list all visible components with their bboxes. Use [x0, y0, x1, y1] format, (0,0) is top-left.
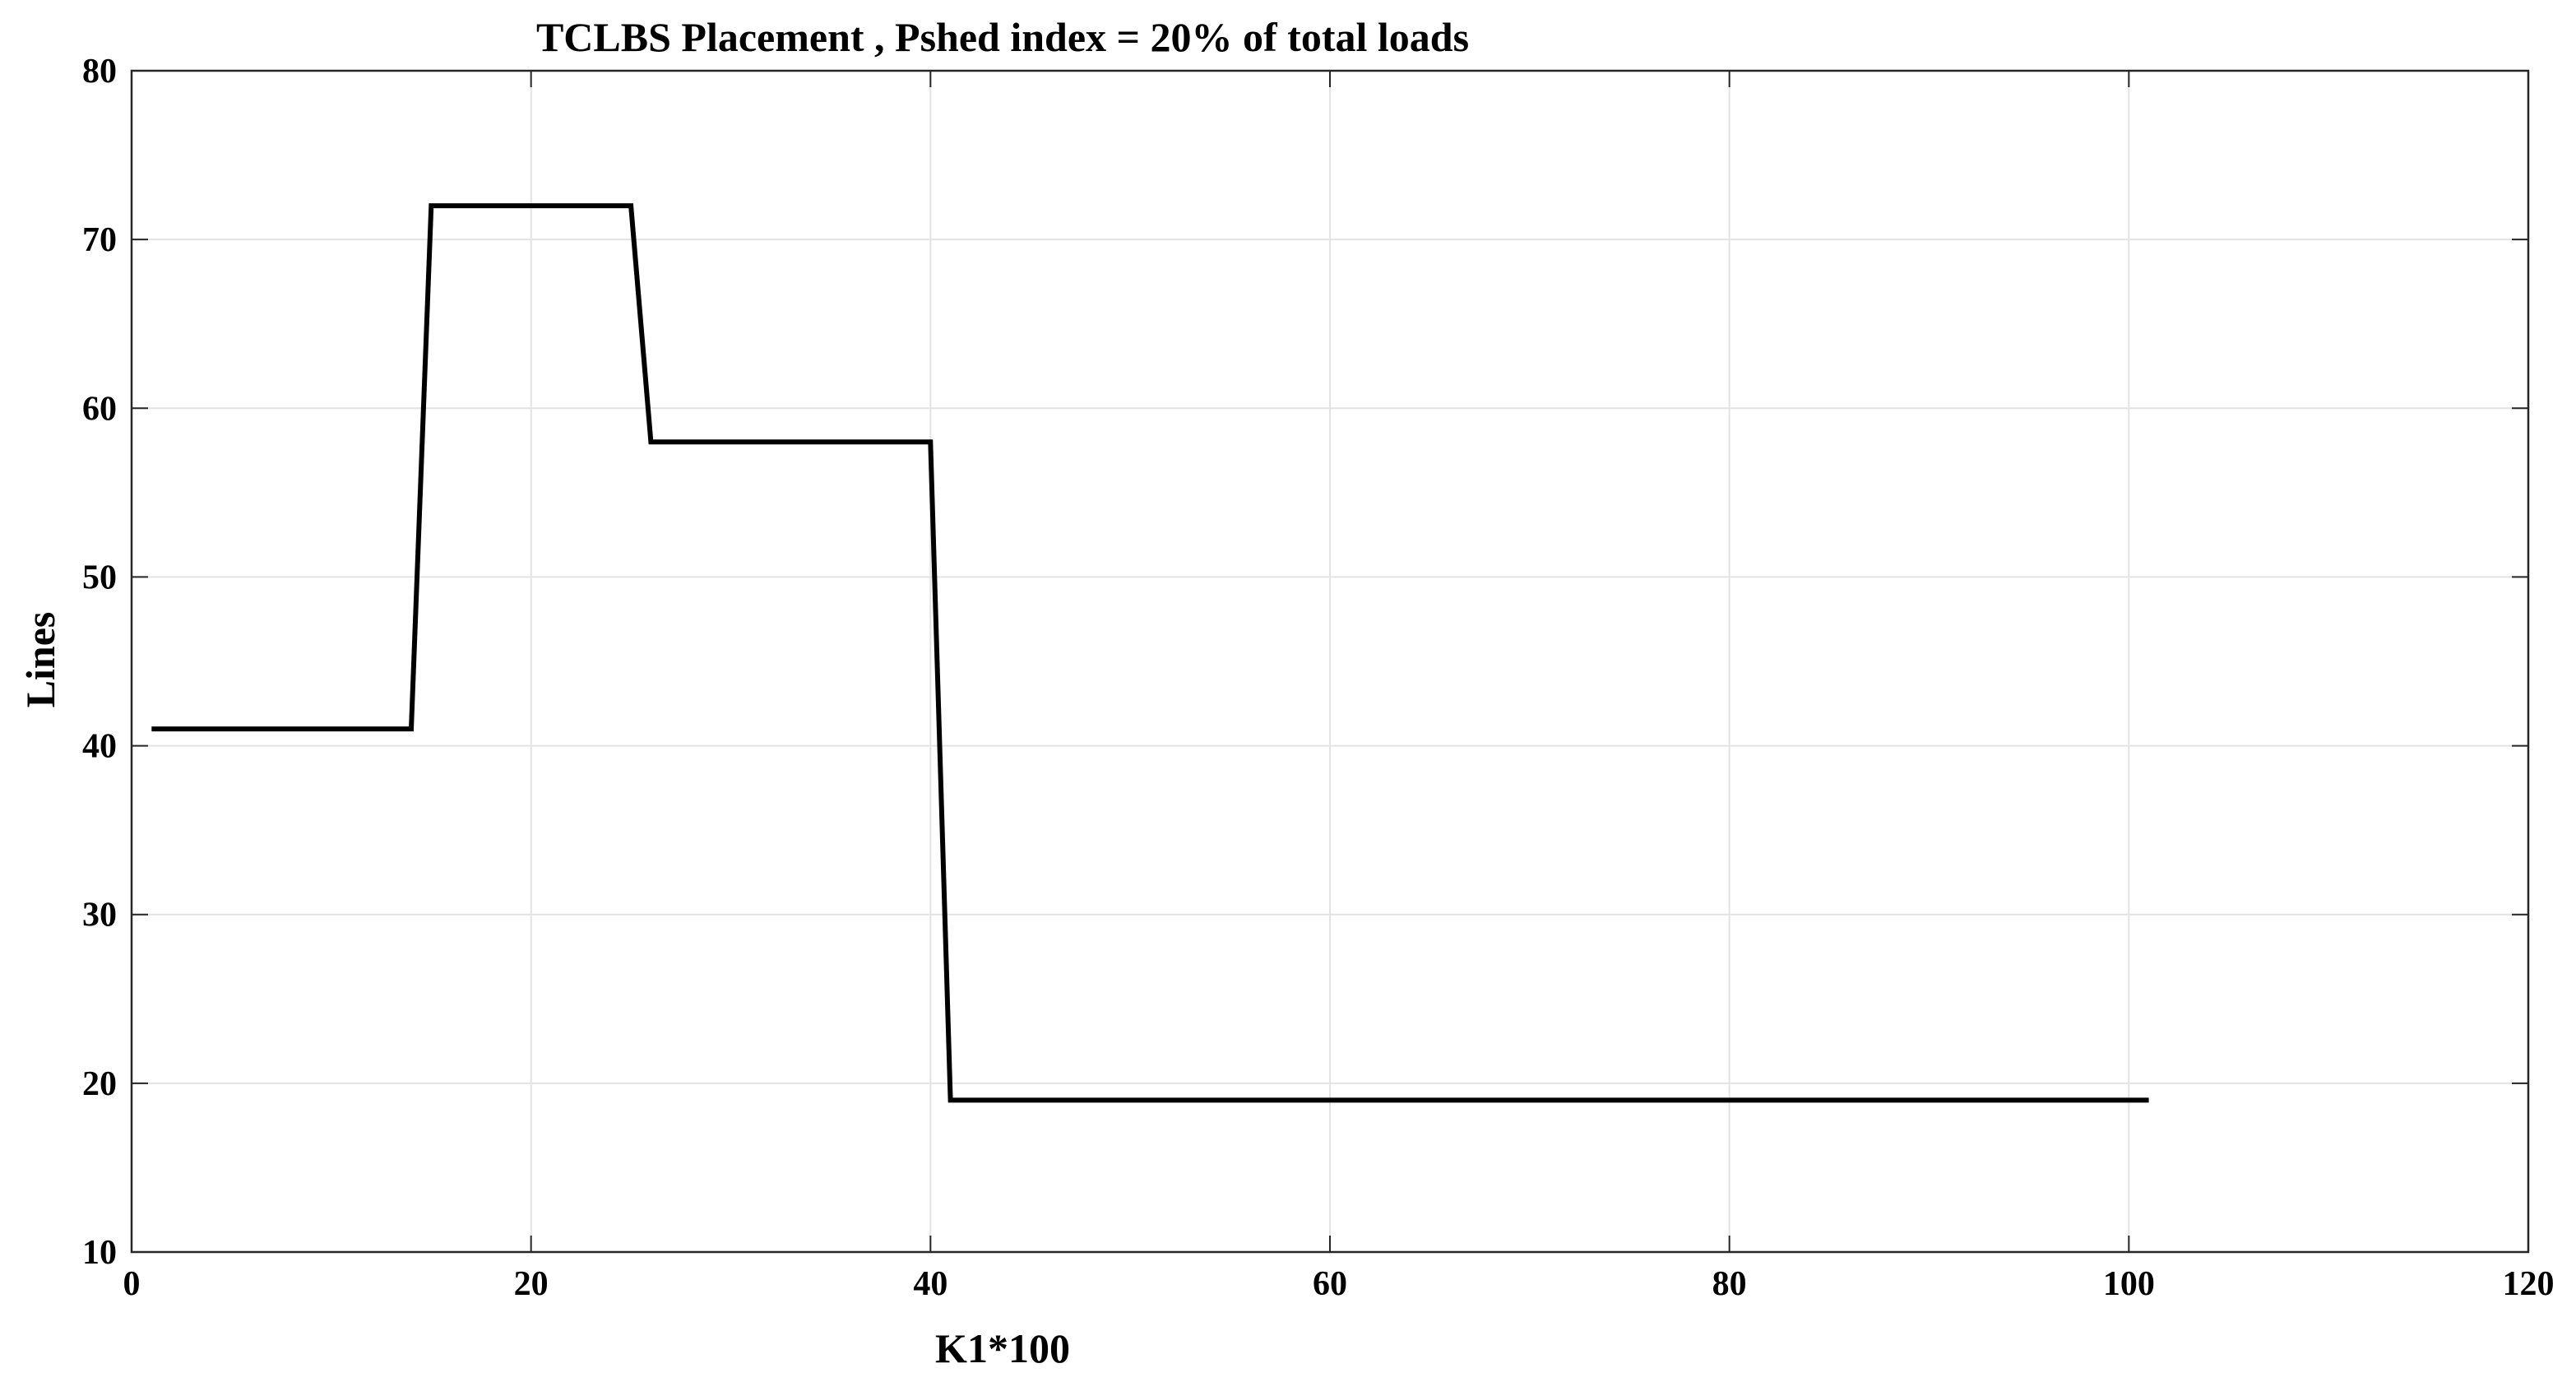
x-tick-label: 20	[514, 1265, 549, 1303]
x-tick-label: 80	[1712, 1265, 1747, 1303]
y-tick-label: 20	[82, 1065, 117, 1103]
tick-labels: 0 20 40 60 80 100 120 10 20 30 40 50 60 70 80	[82, 53, 2555, 1303]
chart-title: TCLBS Placement , Pshed index = 20% of t…	[536, 14, 1469, 60]
y-tick-label: 30	[82, 897, 117, 934]
y-axis-label: Lines	[17, 612, 63, 708]
y-tick-label: 10	[82, 1234, 117, 1272]
y-tick-label: 80	[82, 53, 117, 90]
grid	[132, 71, 2528, 1252]
x-axis-label: K1*100	[935, 1325, 1070, 1371]
x-tick-label: 60	[1313, 1265, 1347, 1303]
y-tick-label: 40	[82, 728, 117, 766]
y-tick-label: 60	[82, 390, 117, 428]
x-tick-label: 0	[123, 1265, 141, 1303]
series-layer	[151, 203, 2149, 1103]
series-line	[151, 203, 2149, 1103]
x-tick-label: 100	[2103, 1265, 2155, 1303]
plot-frame	[130, 69, 2530, 1254]
x-tick-label: 40	[913, 1265, 947, 1303]
y-tick-label: 50	[82, 559, 117, 596]
x-tick-label: 120	[2503, 1265, 2555, 1303]
y-tick-label: 70	[82, 221, 117, 259]
